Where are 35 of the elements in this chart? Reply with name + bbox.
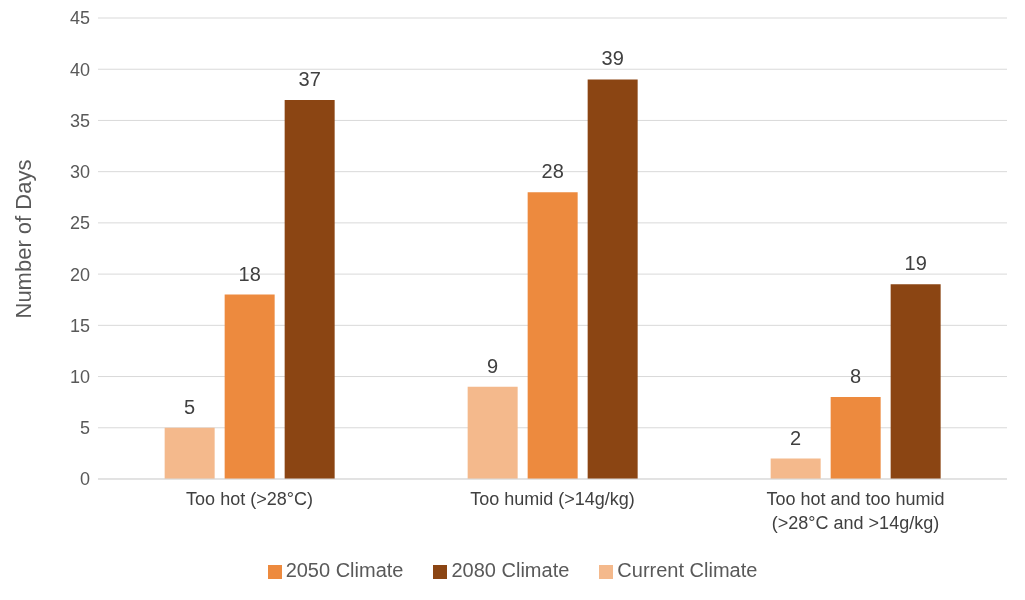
legend-label: 2050 Climate	[285, 559, 404, 581]
y-tick-label: 10	[69, 366, 90, 387]
y-tick-label: 45	[69, 8, 90, 29]
data-label: 39	[601, 47, 624, 70]
bar	[830, 397, 881, 479]
bar	[224, 294, 275, 479]
data-label: 19	[904, 252, 927, 275]
data-label: 8	[850, 365, 862, 388]
y-tick-label: 5	[79, 418, 90, 439]
data-label: 18	[238, 262, 261, 285]
bar	[770, 458, 821, 479]
bar	[890, 284, 941, 479]
x-tick-label: Too humid (>14g/kg)	[470, 489, 635, 509]
y-tick-label: 15	[69, 315, 90, 336]
bar	[467, 386, 518, 479]
legend-label: 2080 Climate	[451, 559, 570, 581]
y-tick-label: 20	[69, 264, 90, 285]
bar	[527, 192, 578, 479]
data-label: 37	[298, 67, 321, 90]
y-tick-label: 0	[79, 469, 90, 490]
legend-label: Current Climate	[617, 559, 758, 581]
bar	[587, 79, 638, 479]
data-label: 28	[541, 160, 564, 183]
x-tick-label: Too hot and too humid (>28°C and >14g/kg)	[766, 489, 945, 533]
data-label: 5	[184, 395, 196, 418]
y-tick-label: 40	[69, 59, 90, 80]
y-tick-label: 30	[69, 162, 90, 183]
bar	[284, 99, 335, 479]
data-label: 9	[487, 354, 499, 377]
y-tick-label: 35	[69, 110, 90, 131]
bar	[164, 427, 215, 479]
y-axis-title: Number of Days	[10, 159, 36, 319]
data-label: 2	[790, 426, 802, 449]
y-tick-label: 25	[69, 213, 90, 234]
x-tick-label: Too hot (>28°C)	[186, 489, 313, 509]
